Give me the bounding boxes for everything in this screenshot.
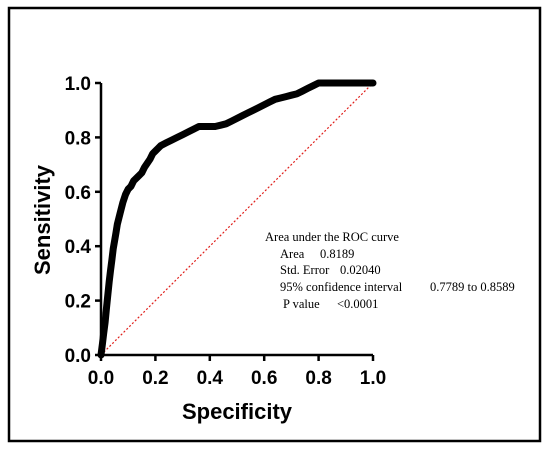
x-tick-label: 0.2 <box>142 368 168 389</box>
figure-border <box>7 6 542 443</box>
y-tick-label: 0.0 <box>65 346 91 367</box>
stats-box: Area under the ROC curve Area 0.8189 Std… <box>265 230 515 311</box>
stats-ci-value: 0.7789 to 0.8589 <box>430 280 515 294</box>
x-tick-label: 1.0 <box>360 368 386 389</box>
axes <box>99 83 373 357</box>
reference-diagonal-line <box>100 82 374 356</box>
stats-se-label: Std. Error <box>280 263 330 277</box>
x-tick-label: 0.8 <box>305 368 331 389</box>
y-axis-title: Sensitivity <box>30 164 55 275</box>
y-tick-label: 0.4 <box>65 237 92 258</box>
x-tick-labels: 0.0 0.2 0.4 0.6 0.8 1.0 <box>88 355 386 389</box>
stats-p-value: <0.0001 <box>337 297 378 311</box>
series-layer <box>97 79 377 359</box>
stats-se-value: 0.02040 <box>340 263 381 277</box>
roc-curve-line <box>97 79 377 359</box>
x-tick-label: 0.4 <box>197 368 224 389</box>
x-tick-label: 0.6 <box>251 368 277 389</box>
stats-area-label: Area <box>280 247 305 261</box>
stats-heading: Area under the ROC curve <box>265 230 399 244</box>
stats-area-value: 0.8189 <box>320 247 354 261</box>
x-axis-title: Specificity <box>182 399 293 424</box>
stats-p-label: P value <box>283 297 320 311</box>
y-tick-label: 0.2 <box>65 292 91 313</box>
y-tick-label: 1.0 <box>65 74 91 95</box>
y-tick-label: 0.6 <box>65 183 91 204</box>
y-tick-label: 0.8 <box>65 128 91 149</box>
stats-ci-label: 95% confidence interval <box>280 280 403 294</box>
x-tick-label: 0.0 <box>88 368 114 389</box>
